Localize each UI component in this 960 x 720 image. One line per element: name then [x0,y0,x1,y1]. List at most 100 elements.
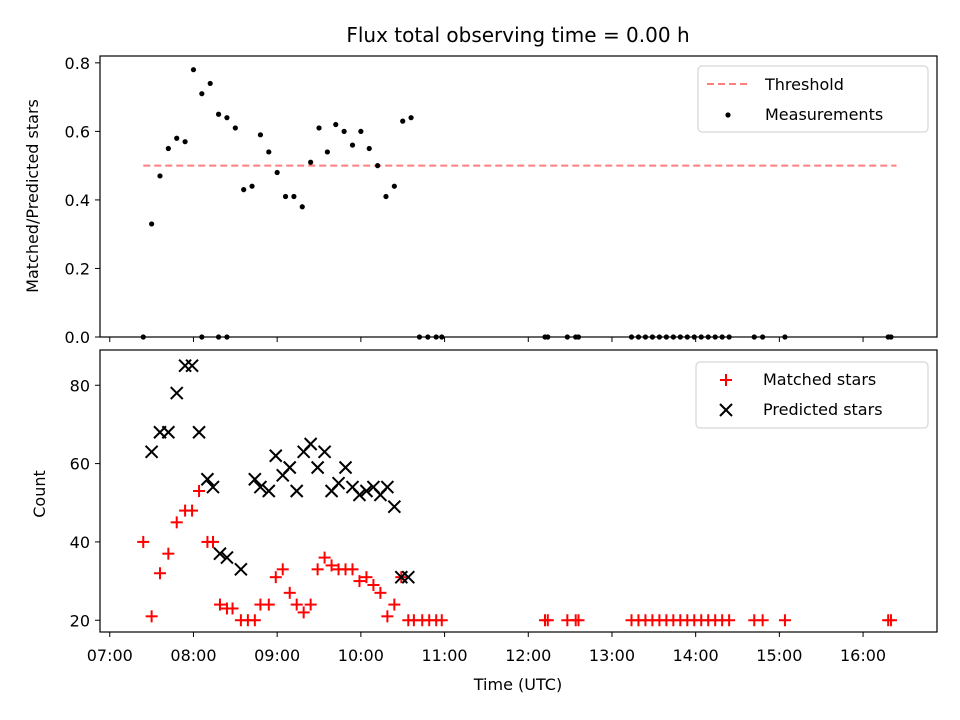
matched-star-point [262,598,275,611]
matched-star-point [346,563,359,576]
measurement-point [691,334,697,340]
measurement-point [719,334,725,340]
predicted-star-point [206,480,220,494]
matched-star-point [572,614,585,627]
measurement-point [642,334,649,340]
top-ytick-label: 0.4 [65,191,90,210]
predicted-star-point [303,437,318,451]
matched-star-point [318,551,331,564]
predicted-x-b [345,480,360,494]
matched-star-point [186,504,199,517]
predicted-x-b [380,480,395,494]
measurement-point [425,334,431,340]
measurement-point [375,163,381,169]
predicted-x-b [262,484,276,498]
matched-legend-swatch [720,374,732,386]
measurement-point [416,334,423,340]
bottom-xtick-label: 14:00 [673,646,719,665]
predicted-x-b [234,562,248,577]
matched-star-point [304,598,317,611]
measurement-point [349,142,356,148]
matched-star-point [435,614,448,627]
measurement-point [199,334,205,340]
predicted-star-point [220,550,234,565]
measurement-point [182,139,188,145]
measurements-legend-swatch [725,112,731,118]
bottom-xtick-label: 16:00 [840,646,886,665]
measurement-point [308,159,314,165]
measurement-point [232,125,238,131]
predicted-star-point [170,386,184,400]
top-ytick-label: 0.0 [65,328,90,347]
predicted-x-b [338,460,353,475]
bottom-xtick-label: 08:00 [170,646,216,665]
bottom-legend-box [695,361,929,429]
matched-star-point [723,614,736,627]
measurement-point [383,193,389,200]
predicted-x-b [206,480,220,494]
predicted-star-point [269,449,283,463]
predicted-x-b [161,425,176,439]
predicted-star-point [401,570,416,584]
measurement-point [190,67,197,73]
top-ytick-label: 0.2 [65,259,90,278]
matched-star-point [541,614,554,627]
predicted-x-b [144,445,159,459]
measurement-point [199,91,205,97]
top-ytick-label: 0.8 [65,54,90,73]
predicted-x-b [170,386,184,400]
matched-star-point [756,614,769,627]
bottom-ytick-label: 80 [70,376,90,395]
measurement-point [333,121,339,128]
matched-star-point [269,571,282,584]
bottom-panel: Count Time (UTC) 20 40 60 80 07:00 08:00 09:0… [30,349,938,694]
matched-star-point [367,579,380,591]
measurement-point [140,334,146,340]
bottom-xtick-label: 15:00 [756,646,802,665]
measurement-point [670,334,676,340]
predicted-x-b [269,449,283,463]
predicted-star-point [253,480,268,494]
measurement-point [439,334,445,340]
predicted-legend-label: Predicted stars [763,400,883,419]
matched-star-point [162,547,175,560]
bottom-legend: Matched stars Predicted stars [695,361,929,429]
measurement-point [257,132,264,138]
measurement-point [684,334,690,340]
predicted-star-point [213,546,227,561]
top-y-axis: 0.0 0.2 0.4 0.6 0.8 [65,54,100,347]
bottom-xtick-label: 07:00 [87,646,133,665]
measurement-point [224,334,230,340]
measurement-point [215,334,222,340]
measurement-point [751,334,757,340]
predicted-x-b [366,480,381,494]
predicted-x-b [359,484,374,498]
predicted-star-point [352,488,367,502]
matched-star-point [311,563,324,576]
measurement-point [391,183,397,189]
predicted-x-b [310,460,325,475]
matched-star-point [248,614,261,627]
measurement-point [628,334,635,340]
measurement-point [249,183,255,189]
predicted-star-point [144,445,159,459]
measurement-point [316,125,322,131]
measurement-point [358,128,364,134]
measurement-point [712,334,718,340]
bottom-ytick-label: 20 [70,611,90,630]
predicted-x-b [352,488,367,502]
top-panel: Matched/Predicted stars 0.00.20.40.60.8 … [23,54,938,347]
bottom-xtick-label: 10:00 [338,646,384,665]
predicted-x-b [185,358,199,373]
measurement-point [705,334,711,340]
measurement-point [656,334,662,340]
measurement-point [282,193,289,200]
measurement-point [888,334,894,340]
matched-star-point [137,535,150,548]
measurement-point [575,334,582,340]
predicted-star-point [359,484,374,498]
predicted-x-b [289,484,304,498]
predicted-x-b [387,499,402,514]
matched-star-point [388,598,401,611]
